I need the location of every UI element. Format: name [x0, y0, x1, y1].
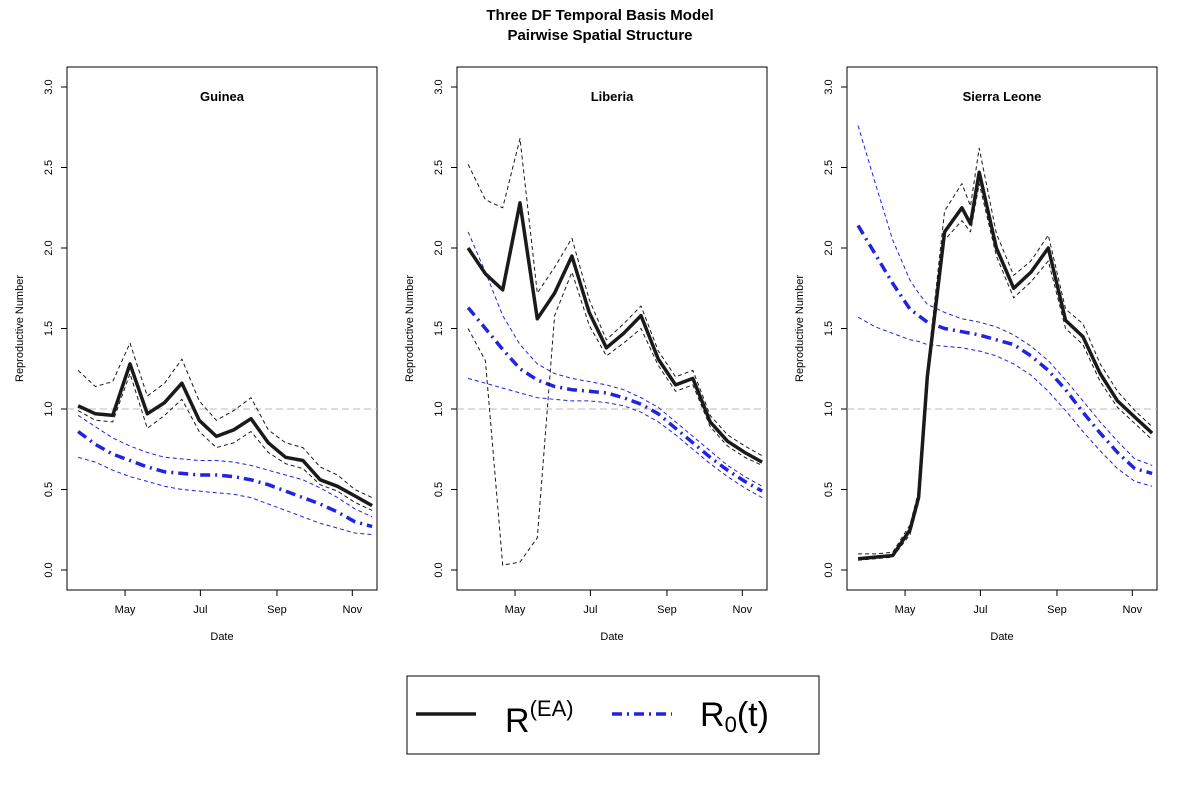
y-tick-label: 1.0: [823, 401, 835, 416]
y-tick-label: 3.0: [823, 79, 835, 94]
y-tick-label: 0.0: [823, 562, 835, 577]
y-tick-label: 1.5: [823, 321, 835, 336]
legend-label-r0-tail: (t): [737, 696, 769, 734]
legend-label-rea: R(EA): [505, 696, 574, 740]
x-tick-label: Sep: [657, 604, 677, 616]
figure-title-line-1: Three DF Temporal Basis Model: [486, 7, 713, 24]
y-axis-label: Reproductive Number: [404, 275, 416, 382]
series-line-r0-t-upper: [467, 231, 763, 487]
y-tick-label: 0.0: [433, 562, 445, 577]
figure-title-line-2: Pairwise Spatial Structure: [507, 27, 692, 44]
panel-title: Sierra Leone: [963, 89, 1042, 104]
panel-1: 0.0 0.5 1.0 1.5 2.0 2.5 3.0 May Jul Sep Nov Date Rep…: [404, 66, 768, 643]
x-tick-label: Sep: [1047, 604, 1067, 616]
y-axis-label: Reproductive Number: [794, 275, 806, 382]
legend: R(EA) R0(t): [406, 675, 820, 755]
y-tick-label: 1.5: [433, 321, 445, 336]
series-line-r-ea-: [857, 170, 1154, 561]
y-tick-label: 0.5: [823, 482, 835, 497]
y-tick-label: 1.5: [43, 321, 55, 336]
y-tick-label: 0.5: [43, 482, 55, 497]
series-line-r-ea-upper: [858, 147, 1153, 555]
legend-label-rea-sup: (EA): [530, 696, 574, 721]
y-tick-label: 2.0: [823, 240, 835, 255]
series-line-r-ea-: [77, 362, 373, 508]
x-axis-label: Date: [600, 631, 623, 643]
series-line-r0-t-upper: [77, 414, 373, 518]
x-tick-label: May: [505, 604, 526, 616]
x-tick-label: Nov: [1123, 604, 1143, 616]
series-line-r-ea-: [466, 201, 763, 464]
x-tick-label: Sep: [267, 604, 287, 616]
y-tick-label: 3.0: [433, 79, 445, 94]
legend-label-r0: R0(t): [700, 696, 769, 737]
panel-2: 0.0 0.5 1.0 1.5 2.0 2.5 3.0 May Jul Sep Nov Date Rep…: [794, 66, 1158, 643]
y-tick-label: 2.5: [823, 160, 835, 175]
plot-frame: [846, 66, 1158, 591]
x-tick-label: May: [895, 604, 916, 616]
series-line-r0-t-: [466, 306, 763, 493]
plot-frame: [66, 66, 378, 591]
y-tick-label: 1.0: [433, 401, 445, 416]
series-line-r-ea-lower: [467, 271, 763, 566]
panel-title: Liberia: [591, 89, 634, 104]
y-tick-label: 1.0: [43, 401, 55, 416]
x-tick-label: Jul: [193, 604, 207, 616]
legend-label-rea-base: R: [505, 702, 530, 740]
x-axis-label: Date: [990, 631, 1013, 643]
series-line-r0-t-: [77, 430, 373, 529]
y-axis-label: Reproductive Number: [14, 275, 26, 382]
x-tick-label: May: [115, 604, 136, 616]
series-line-r-ea-lower: [858, 183, 1153, 561]
y-tick-label: 2.0: [433, 240, 445, 255]
legend-label-r0-base: R: [700, 696, 725, 734]
series-line-r-ea-upper: [77, 342, 373, 499]
y-tick-label: 2.5: [433, 160, 445, 175]
y-tick-label: 0.5: [433, 482, 445, 497]
series-line-r0-t-lower: [467, 377, 763, 499]
series-line-r0-t-lower: [77, 456, 373, 536]
legend-label-r0-sub: 0: [725, 712, 737, 737]
y-tick-label: 2.5: [43, 160, 55, 175]
plot-frame: [456, 66, 768, 591]
x-tick-label: Jul: [583, 604, 597, 616]
panel-0: 0.0 0.5 1.0 1.5 2.0 2.5 3.0 May Jul Sep Nov Date Rep…: [14, 66, 378, 643]
series-line-r0-t-: [856, 224, 1153, 476]
series-line-r-ea-lower: [77, 373, 373, 511]
series-line-r0-t-lower: [857, 316, 1153, 487]
x-tick-label: Nov: [733, 604, 753, 616]
y-tick-label: 3.0: [43, 79, 55, 94]
y-tick-label: 2.0: [43, 240, 55, 255]
x-tick-label: Jul: [973, 604, 987, 616]
x-tick-label: Nov: [343, 604, 363, 616]
panels: 0.0 0.5 1.0 1.5 2.0 2.5 3.0 May Jul Sep Nov Date Rep…: [14, 66, 1158, 643]
y-tick-label: 0.0: [43, 562, 55, 577]
series-line-r-ea-upper: [467, 138, 763, 457]
x-axis-label: Date: [210, 631, 233, 643]
panel-title: Guinea: [200, 89, 245, 104]
